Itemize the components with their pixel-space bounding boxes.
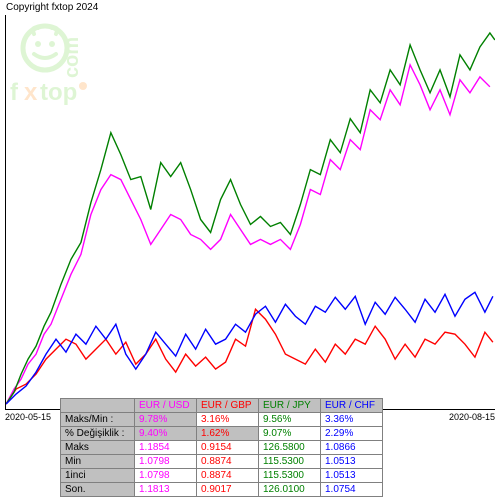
cell: 0.9017 <box>197 483 259 497</box>
cell: 1.0798 <box>135 455 197 469</box>
row-label: Maks/Min : <box>61 413 135 427</box>
cell: 1.0754 <box>321 483 383 497</box>
row-label: 1inci <box>61 469 135 483</box>
cell: 115.5300 <box>259 469 321 483</box>
table-header: EUR / GBP <box>197 399 259 413</box>
cell: 9.56% <box>259 413 321 427</box>
cell: 1.0798 <box>135 469 197 483</box>
cell: 126.0100 <box>259 483 321 497</box>
cell: 0.8874 <box>197 455 259 469</box>
row-label: % Değişiklik : <box>61 427 135 441</box>
cell: 1.0513 <box>321 469 383 483</box>
date-start: 2020-05-15 <box>5 412 51 422</box>
cell: 0.9154 <box>197 441 259 455</box>
copyright-text: Copyright fxtop 2024 <box>6 2 98 13</box>
row-label: Min <box>61 455 135 469</box>
table-header: EUR / CHF <box>321 399 383 413</box>
table-header: EUR / JPY <box>259 399 321 413</box>
cell: 3.36% <box>321 413 383 427</box>
cell: 2.29% <box>321 427 383 441</box>
cell: 1.62% <box>197 427 259 441</box>
row-label: Son. <box>61 483 135 497</box>
cell: 9.40% <box>135 427 197 441</box>
date-end: 2020-08-15 <box>449 412 495 422</box>
stats-table: EUR / USDEUR / GBPEUR / JPYEUR / CHF Maks… <box>60 398 383 497</box>
cell: 3.16% <box>197 413 259 427</box>
cell: 1.1813 <box>135 483 197 497</box>
cell: 0.8874 <box>197 469 259 483</box>
cell: 9.78% <box>135 413 197 427</box>
cell: 9.07% <box>259 427 321 441</box>
row-label: Maks <box>61 441 135 455</box>
chart-area <box>5 15 495 410</box>
cell: 1.0866 <box>321 441 383 455</box>
cell: 1.0513 <box>321 455 383 469</box>
table-header: EUR / USD <box>135 399 197 413</box>
cell: 126.5800 <box>259 441 321 455</box>
cell: 115.5300 <box>259 455 321 469</box>
series-line <box>6 309 493 404</box>
chart-lines <box>6 15 495 409</box>
cell: 1.1854 <box>135 441 197 455</box>
